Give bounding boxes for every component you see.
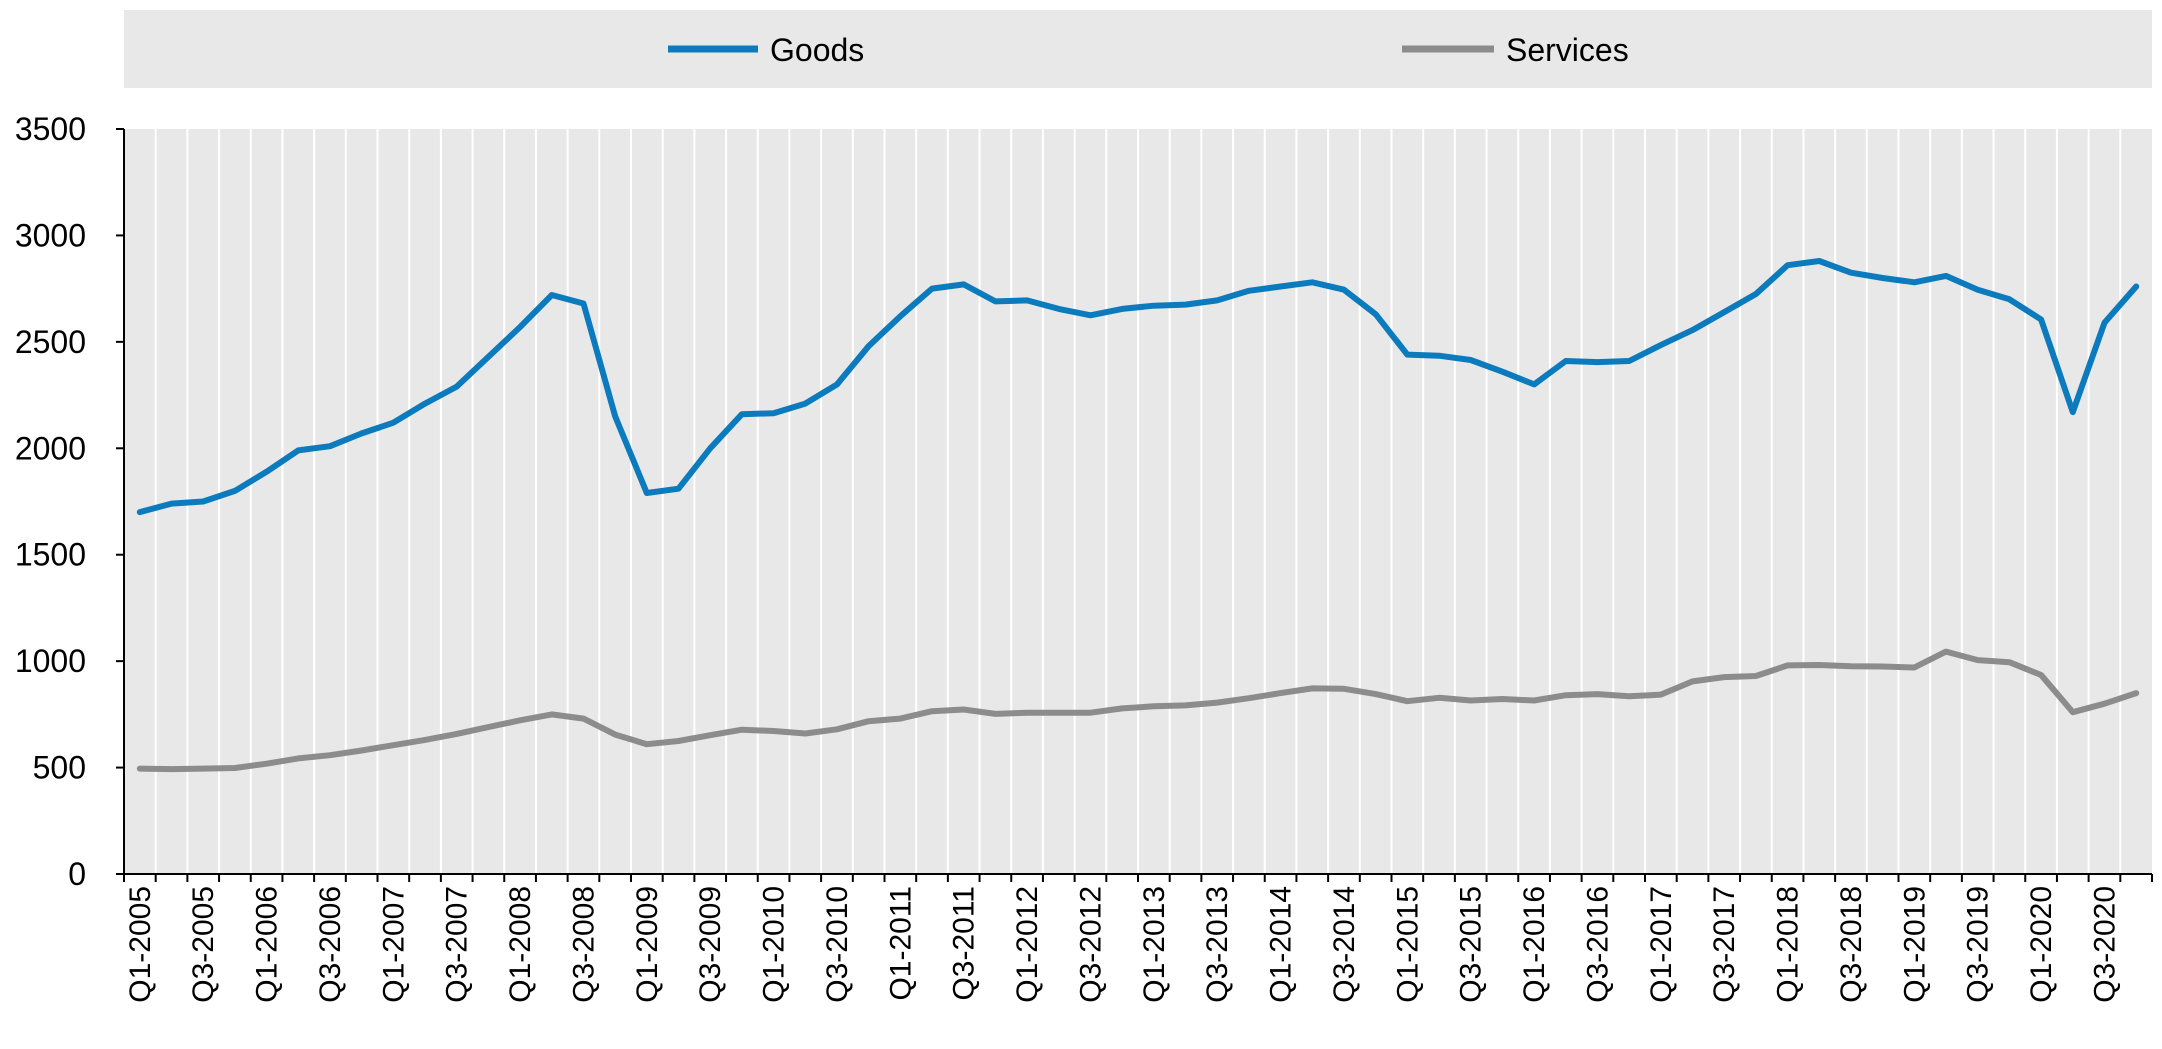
y-axis-ticks: 0 500 1000 1500 2000 2500 3000 3500 <box>15 111 124 892</box>
x-tick-label: Q3-2007 <box>441 886 474 1003</box>
x-tick-label: Q1-2017 <box>1645 886 1678 1003</box>
x-tick-label: Q3-2011 <box>948 886 981 1001</box>
x-tick-label: Q3-2006 <box>314 886 347 1003</box>
y-tick-label: 3500 <box>15 111 86 147</box>
x-tick-label: Q1-2013 <box>1138 886 1171 1003</box>
x-tick-label: Q3-2009 <box>694 886 727 1003</box>
x-tick-label: Q1-2007 <box>377 886 410 1003</box>
x-tick-label: Q3-2016 <box>1581 886 1614 1003</box>
x-tick-label: Q1-2018 <box>1772 886 1805 1003</box>
legend-label-services: Services <box>1506 32 1629 68</box>
y-tick-label: 1000 <box>15 643 86 679</box>
x-tick-label: Q3-2015 <box>1455 886 1488 1003</box>
x-tick-label: Q1-2005 <box>124 886 157 1003</box>
x-tick-label: Q1-2019 <box>1898 886 1931 1003</box>
x-tick-label: Q3-2014 <box>1328 886 1361 1003</box>
x-tick-label: Q3-2019 <box>1962 886 1995 1003</box>
x-tick-label: Q1-2012 <box>1011 886 1044 1003</box>
x-tick-label: Q3-2013 <box>1201 886 1234 1003</box>
x-axis-ticks: Q1-2005 Q3-2005 Q1-2006 Q3-2006 Q1-2007 Q3-20… <box>123 874 2153 1003</box>
x-tick-label: Q1-2016 <box>1518 886 1551 1003</box>
x-tick-label: Q1-2014 <box>1265 886 1298 1003</box>
y-tick-label: 0 <box>68 856 86 892</box>
y-tick-label: 3000 <box>15 217 86 253</box>
x-tick-label: Q1-2006 <box>251 886 284 1003</box>
y-tick-label: 2000 <box>15 430 86 466</box>
series-lines <box>136 258 2140 773</box>
y-tick-label: 1500 <box>15 537 86 573</box>
series-line-goods <box>136 258 2140 516</box>
series-line-services <box>136 648 2140 773</box>
x-tick-label: Q3-2008 <box>567 886 600 1003</box>
legend-item-services: Services <box>1402 32 1629 68</box>
x-tick-label: Q1-2009 <box>631 886 664 1003</box>
x-tick-label: Q1-2010 <box>758 886 791 1003</box>
x-tick-label: Q3-2010 <box>821 886 854 1003</box>
y-tick-label: 2500 <box>15 324 86 360</box>
x-tick-label: Q3-2012 <box>1074 886 1107 1003</box>
x-tick-label: Q3-2005 <box>187 886 220 1003</box>
x-tick-label: Q3-2017 <box>1708 886 1741 1003</box>
legend-box <box>124 10 2152 88</box>
legend-label-goods: Goods <box>770 32 864 68</box>
x-tick-label: Q1-2008 <box>504 886 537 1003</box>
x-tick-label: Q1-2011 <box>884 886 917 1001</box>
x-tick-label: Q3-2018 <box>1835 886 1868 1003</box>
x-tick-label: Q3-2020 <box>2088 886 2121 1003</box>
x-tick-label: Q1-2015 <box>1391 886 1424 1003</box>
x-tick-label: Q1-2020 <box>2025 886 2058 1003</box>
legend-item-goods: Goods <box>668 32 864 68</box>
y-tick-label: 500 <box>33 750 86 786</box>
